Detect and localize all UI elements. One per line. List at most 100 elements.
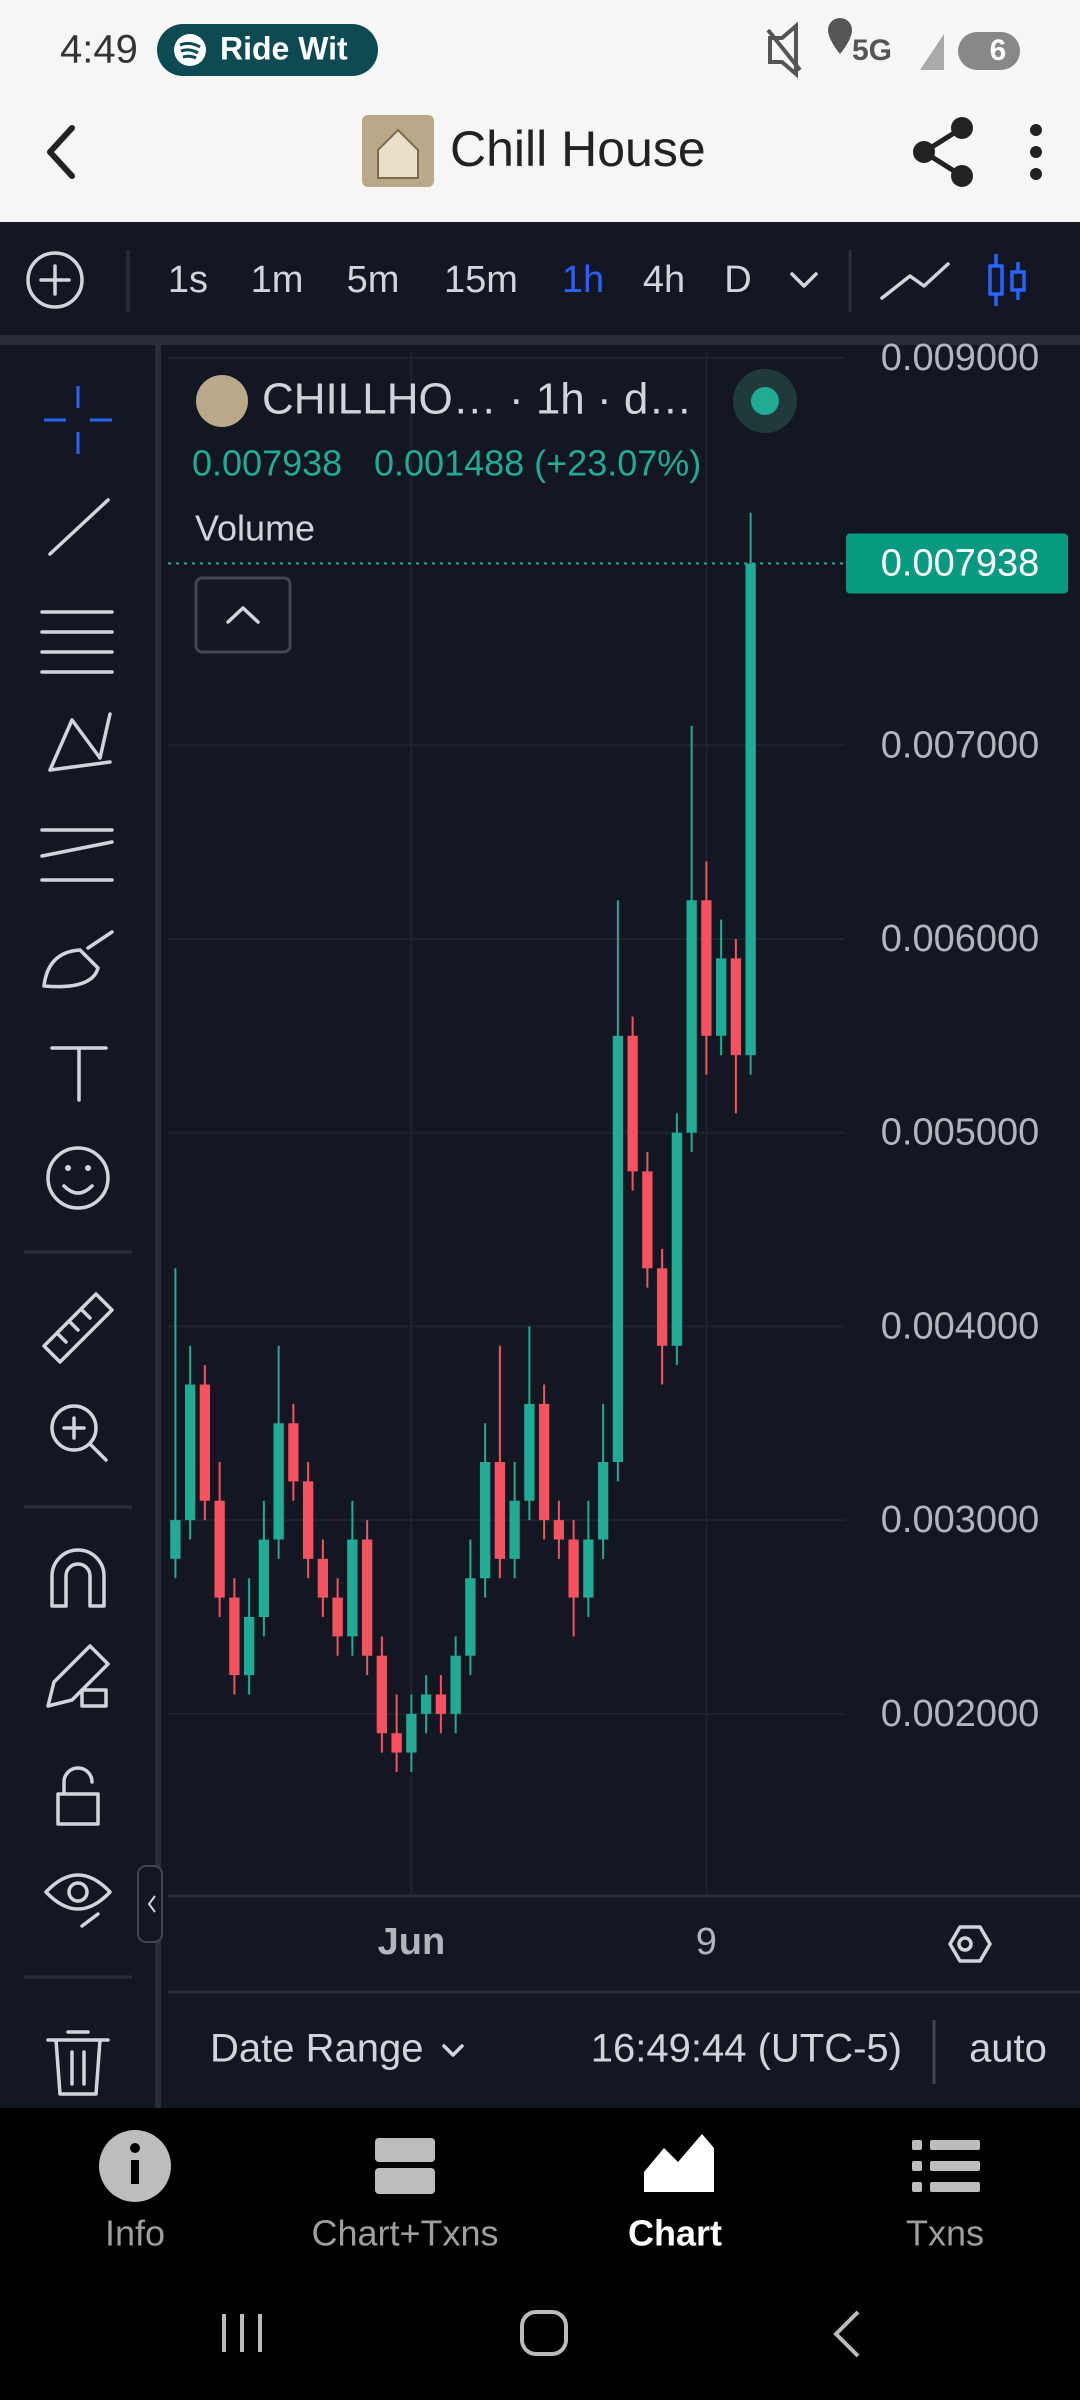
fib-tool[interactable] (40, 610, 114, 674)
chart-settings[interactable] (948, 1925, 992, 1963)
candle-body (361, 1539, 373, 1656)
candle-body (509, 1500, 520, 1559)
timeframe[interactable]: D (724, 259, 751, 301)
magnet-tool[interactable] (50, 1548, 106, 1608)
y-tick-label: 0.009000 (881, 337, 1040, 379)
timeframe-dropdown[interactable] (790, 272, 818, 288)
candle-body (479, 1462, 491, 1579)
timeframe[interactable]: 4h (643, 259, 685, 301)
candle-body (524, 1403, 535, 1501)
candle-chart-button[interactable] (988, 254, 1026, 306)
candle-body (745, 563, 756, 1056)
collapse-legend[interactable] (194, 576, 292, 654)
text-tool[interactable] (50, 1046, 108, 1102)
last-price-label: 0.007938 (881, 543, 1040, 585)
candle-body (583, 1539, 594, 1598)
candle-body (494, 1462, 506, 1559)
txns-icon (912, 2140, 980, 2192)
recents-button[interactable] (222, 2314, 262, 2352)
more-button[interactable] (1030, 124, 1042, 180)
visibility-pupil (67, 1881, 89, 1903)
last-price-box (846, 533, 1068, 594)
y-tick-label: 0.006000 (881, 918, 1040, 960)
timeframe[interactable]: 5m (347, 259, 400, 301)
timeframe[interactable]: 1s (168, 259, 208, 301)
home-button[interactable] (520, 2310, 568, 2356)
candle-body (656, 1268, 668, 1346)
ruler-tool[interactable] (42, 1292, 114, 1364)
candle-body (332, 1597, 343, 1637)
candle-body (199, 1384, 211, 1501)
candle-body (450, 1655, 461, 1714)
candle-body (715, 958, 727, 1036)
emoji-tool[interactable] (46, 1146, 110, 1210)
logo-house (377, 128, 419, 179)
tab-label[interactable]: Chart+Txns (311, 2213, 498, 2254)
candle-body (273, 1423, 284, 1540)
candle-body (465, 1578, 476, 1656)
settings-center (957, 1936, 973, 1952)
tool-sidebar (0, 345, 155, 2108)
delete-tool[interactable] (46, 2030, 110, 2096)
header-title: Chill House (450, 121, 706, 177)
timeframe[interactable]: 1h (562, 259, 604, 301)
spotify-waves (179, 41, 201, 60)
candle-body (170, 1520, 181, 1559)
signal-icon (920, 34, 944, 70)
legend-logo (196, 375, 248, 427)
scale-mode[interactable]: auto (969, 2027, 1047, 2071)
zoom-tool[interactable] (50, 1404, 108, 1462)
media-pill[interactable] (157, 24, 378, 76)
y-tick-label: 0.003000 (881, 1499, 1040, 1541)
legend-change: 0.001488 (+23.07%) (374, 443, 701, 484)
x-tick-label: Jun (378, 1921, 446, 1963)
mute-icon (766, 21, 802, 79)
candle-body (568, 1539, 579, 1598)
share-button[interactable] (913, 117, 973, 187)
y-tick-label: 0.004000 (881, 1305, 1040, 1347)
volume-label: Volume (195, 508, 315, 549)
projection-tool[interactable] (40, 828, 114, 882)
date-range[interactable]: Date Range (210, 2027, 423, 2071)
y-tick-label: 0.005000 (881, 1112, 1040, 1154)
y-tick-label: 0.007000 (881, 724, 1040, 766)
system-back-button[interactable] (833, 2310, 860, 2358)
add-indicator[interactable] (26, 251, 84, 309)
trend-line-tool[interactable] (48, 498, 110, 556)
timeframe[interactable]: 1m (251, 259, 304, 301)
pattern-tool[interactable] (48, 712, 112, 772)
toolbar-separator (0, 335, 1080, 345)
candle-body (627, 1035, 638, 1172)
tab-label[interactable]: Chart (628, 2213, 722, 2254)
clock: 16:49:44 (UTC-5) (591, 2027, 902, 2071)
system-nav (222, 2310, 860, 2358)
lock-drawings-tool[interactable] (46, 1644, 110, 1708)
status-dot (751, 387, 779, 415)
visibility-tool[interactable] (44, 1873, 112, 1928)
candle-body (229, 1597, 240, 1676)
timeframe[interactable]: 15m (444, 259, 518, 301)
legend-close: 0.007938 (192, 443, 342, 484)
battery (958, 32, 1020, 70)
tab-label[interactable]: Info (105, 2213, 165, 2254)
candle-body (317, 1558, 329, 1598)
collapse-arrow (147, 1895, 156, 1913)
chart-bg (0, 222, 1080, 2108)
candle-body (612, 1035, 624, 1463)
candle-body (435, 1694, 447, 1714)
candle-body (686, 900, 697, 1133)
tab-label[interactable]: Txns (906, 2213, 984, 2254)
collapse-legend-arrow (226, 606, 260, 624)
back-button[interactable] (47, 125, 75, 179)
battery-level: 6 (990, 34, 1007, 67)
candle-body (406, 1713, 417, 1753)
candle-body (642, 1171, 653, 1269)
brush-tool[interactable] (42, 930, 114, 989)
info-icon (99, 2130, 171, 2202)
crosshair-tool[interactable] (44, 386, 112, 454)
unlock-tool[interactable] (56, 1766, 100, 1826)
network: 5G (852, 34, 892, 67)
candle-body (730, 958, 742, 1056)
line-chart-button[interactable] (880, 262, 950, 300)
